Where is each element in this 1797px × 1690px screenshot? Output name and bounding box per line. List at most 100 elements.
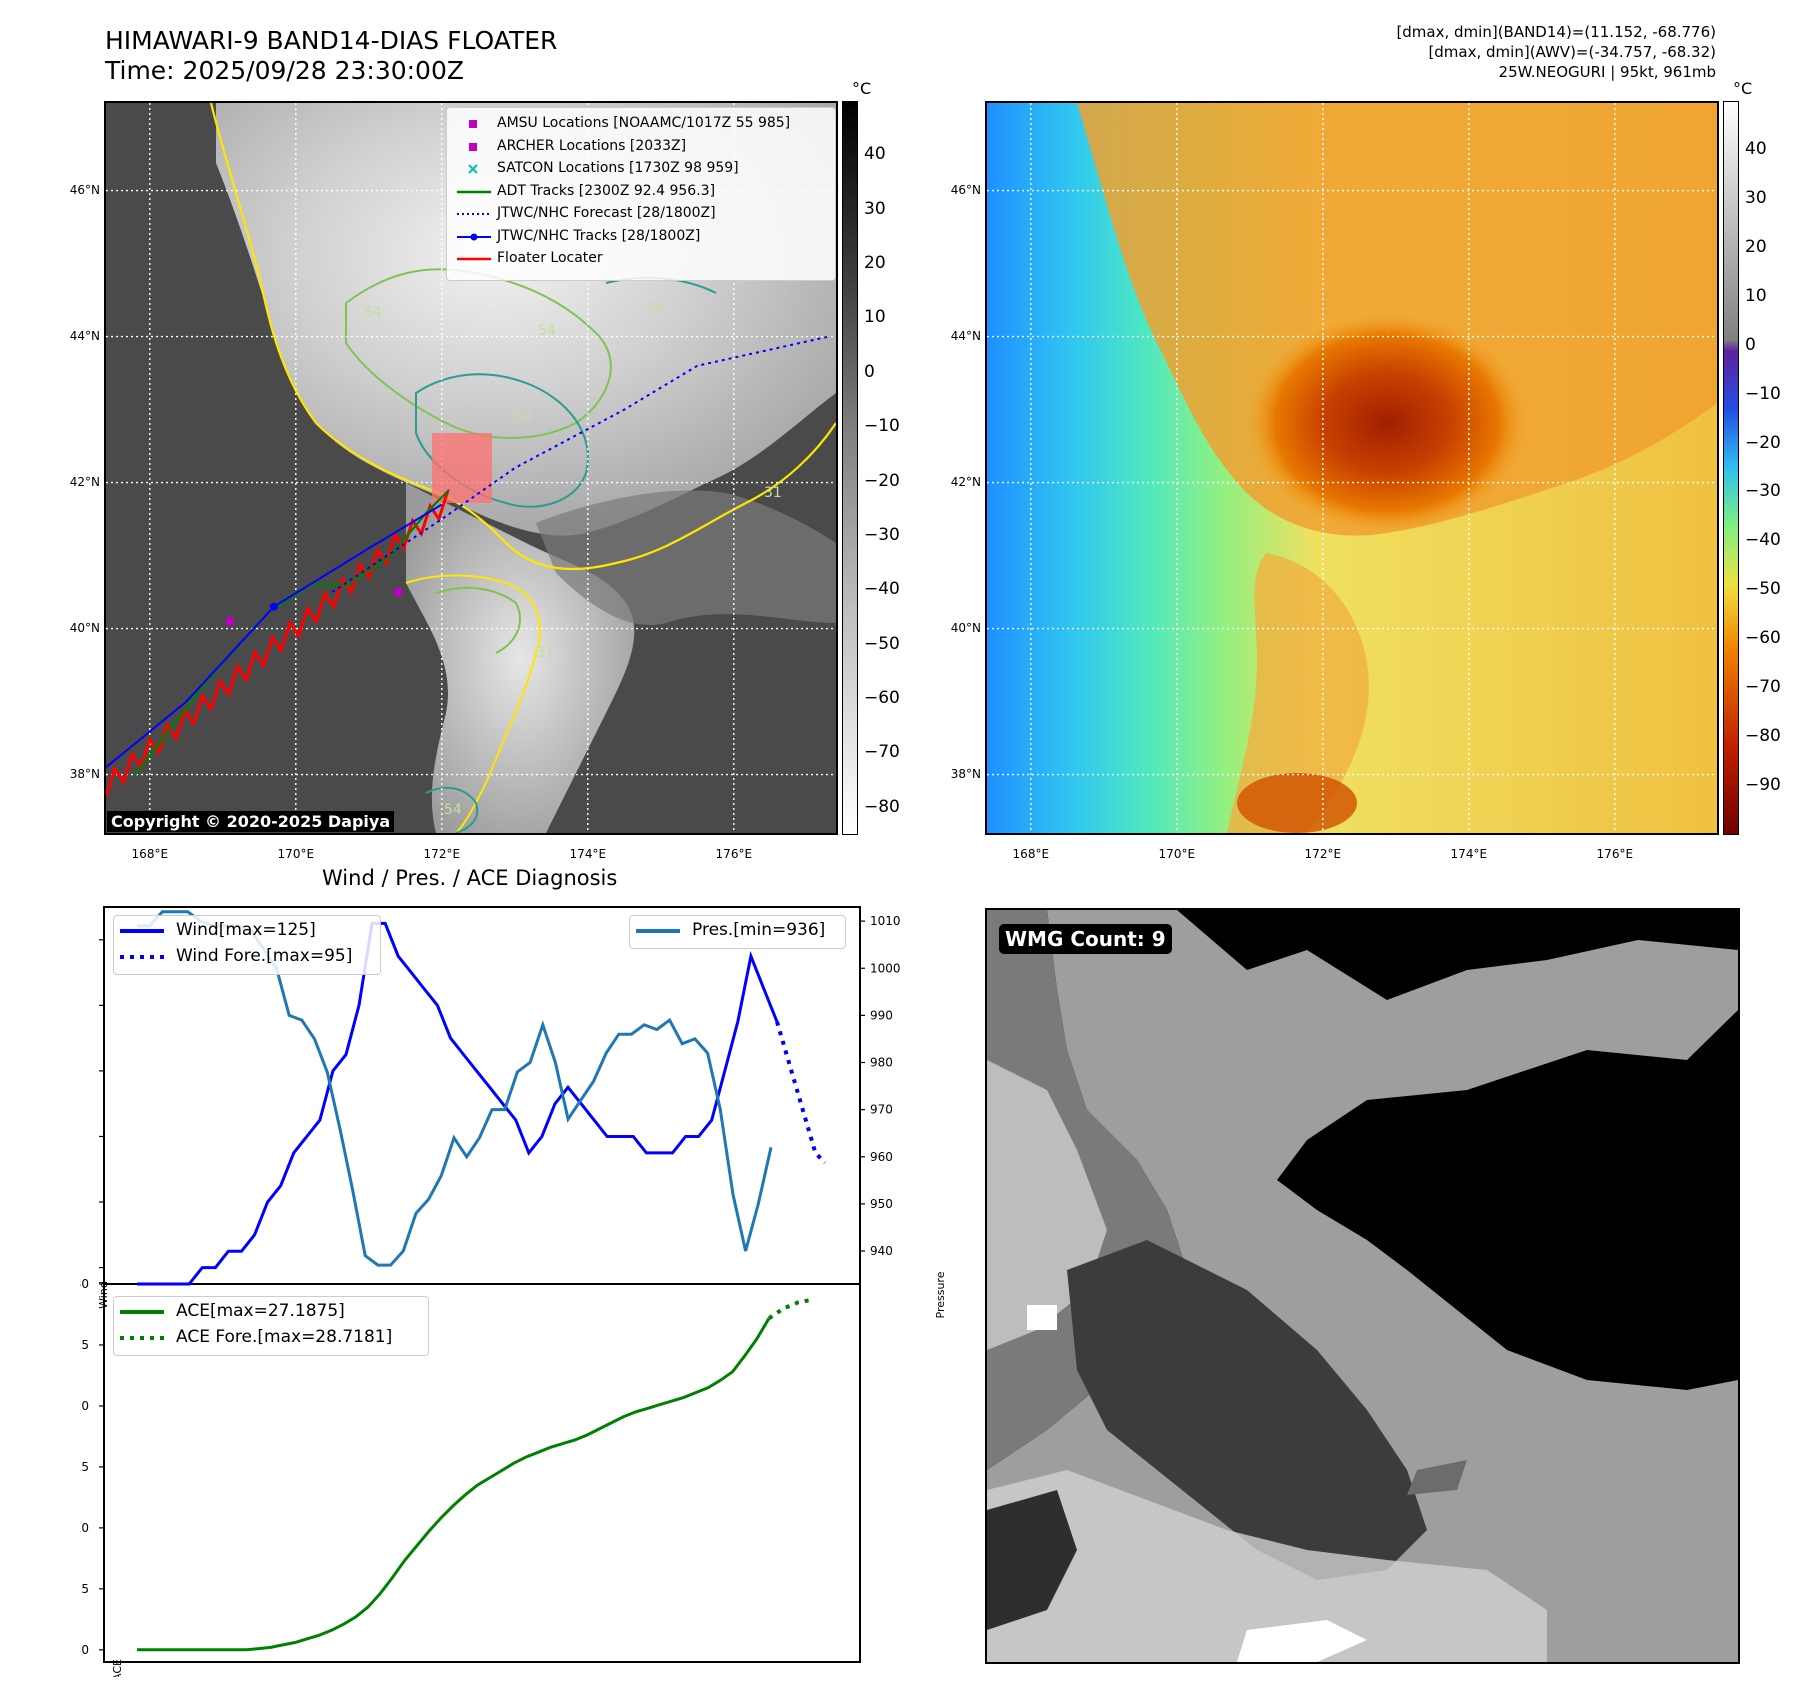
ace-tick-label: 0 — [81, 1643, 89, 1657]
wind-axis-ticks: 20406080100120 — [99, 939, 104, 1269]
wmg-dark-center — [1067, 1240, 1427, 1580]
lat-tick-label: 42°N — [950, 474, 981, 489]
ace-legend-label: ACE[max=27.1875] — [176, 1301, 345, 1321]
wind-legend: Wind[max=125] Wind Fore.[max=95] — [113, 915, 381, 975]
wmg-bright-patch — [1027, 1305, 1057, 1330]
ir-colorbar-unit: °C — [852, 79, 872, 98]
colorbar-tick-label: −90 — [1745, 775, 1781, 796]
colorbar-tick-label: 30 — [1745, 187, 1767, 208]
ir-cloud-band — [536, 490, 836, 625]
ace-forecast-series — [767, 1297, 814, 1320]
colorbar-tick-label: 0 — [864, 361, 875, 382]
colorbar-tick-label: −70 — [1745, 677, 1781, 698]
pressure-legend: Pres.[min=936] — [629, 915, 846, 949]
ace-legend: ACE[max=27.1875] ACE Fore.[max=28.7181] — [113, 1296, 429, 1356]
lat-tick-label: 46°N — [950, 182, 981, 197]
colorbar-tick-label: −80 — [1745, 726, 1781, 747]
ir-legend-row: ARCHER Locations [2033Z] — [447, 137, 833, 159]
contour-label: 31 — [764, 485, 782, 501]
lat-tick-label: 38°N — [950, 766, 981, 781]
info-awv-range: [dmax, dmin](AWV)=(-34.757, -68.32) — [1428, 43, 1716, 61]
colorbar-tick-label: −50 — [1745, 579, 1781, 600]
lon-tick-label: 168°E — [131, 847, 169, 861]
ir-legend-label: ARCHER Locations [2033Z] — [497, 137, 687, 154]
ir-contour-green-south — [435, 586, 521, 654]
colorbar-tick-label: 30 — [864, 198, 886, 219]
figure-time: Time: 2025/09/28 23:30:00Z — [105, 56, 464, 85]
lat-tick-label: 44°N — [950, 328, 981, 343]
wmg-small-dark — [1407, 1460, 1467, 1495]
lon-tick-label: 174°E — [569, 847, 607, 861]
lon-tick-label: 172°E — [423, 847, 461, 861]
contour-label: 54 — [514, 409, 532, 425]
jtwc-forecast — [331, 335, 829, 593]
copyright-label: Copyright © 2020-2025 Dapiya — [107, 811, 395, 832]
awv-map-panel — [985, 101, 1719, 835]
ir-legend-swatch — [457, 257, 491, 261]
lat-tick-label: 46°N — [69, 182, 100, 197]
lon-tick-label: 176°E — [715, 847, 753, 861]
ir-legend-label: Floater Locater — [497, 250, 603, 266]
pressure-tick-label: 970 — [870, 1103, 893, 1117]
info-band14-range: [dmax, dmin](BAND14)=(11.152, -68.776) — [1396, 23, 1716, 41]
lon-tick-label: 172°E — [1304, 847, 1342, 861]
ir-colorbar — [842, 101, 858, 835]
ace-fore-legend-swatch — [120, 1336, 164, 1340]
ir-legend: AMSU Locations [NOAAMC/1017Z 55 985] ARCH… — [446, 107, 836, 281]
awv-colorbar — [1723, 101, 1739, 835]
wmg-panel: WMG Count: 9 — [985, 908, 1740, 1664]
colorbar-tick-label: 10 — [864, 307, 886, 328]
ir-contour-yellow — [209, 103, 836, 571]
series-layer — [137, 910, 827, 1652]
colorbar-tick-label: −20 — [864, 470, 900, 491]
pressure-tick-label: 950 — [870, 1197, 893, 1211]
pressure-axis-ticks: 940 950 960 970 980 990 1000 1010 — [860, 914, 901, 1258]
ace-tick-label: 15 — [80, 1460, 89, 1474]
ace-tick-label: 30 — [80, 1277, 89, 1291]
pressure-axis-label: Pressure — [934, 1271, 947, 1318]
ace-axes-frame — [103, 1283, 861, 1663]
pressure-legend-label: Pres.[min=936] — [692, 920, 826, 940]
ir-map-panel: 54 54 54 54 31 31 54 Copyright © 2020-2025 Dap… — [104, 101, 838, 835]
lat-tick-label: 40°N — [950, 620, 981, 635]
lon-tick-label: 176°E — [1596, 847, 1634, 861]
ir-tracks — [106, 335, 829, 797]
awv-core — [1247, 313, 1527, 533]
ir-legend-swatch — [457, 233, 491, 240]
pressure-tick-label: 960 — [870, 1150, 893, 1164]
ace-tick-label: 20 — [80, 1399, 89, 1413]
wmg-bright-south — [1237, 1620, 1367, 1662]
colorbar-tick-label: −10 — [864, 416, 900, 437]
wind-forecast-series — [775, 1021, 827, 1165]
wmg-count-label: WMG Count: 9 — [999, 924, 1172, 954]
ir-legend-label: JTWC/NHC Forecast [28/1800Z] — [497, 205, 716, 221]
lon-tick-label: 170°E — [1158, 847, 1196, 861]
wmg-light-south — [987, 1470, 1547, 1662]
ace-axis-label: ACE — [111, 1659, 124, 1677]
ir-legend-row: ADT Tracks [2300Z 92.4 956.3] — [447, 182, 833, 204]
amsu-location — [226, 617, 235, 626]
lat-tick-label: 44°N — [69, 328, 100, 343]
wind-legend-label: Wind[max=125] — [176, 920, 316, 940]
colorbar-tick-label: −50 — [864, 633, 900, 654]
lat-tick-label: 40°N — [69, 620, 100, 635]
colorbar-tick-label: −80 — [864, 796, 900, 817]
figure-title: HIMAWARI-9 BAND14-DIAS FLOATER — [105, 26, 558, 55]
wind-fore-legend-label: Wind Fore.[max=95] — [176, 946, 353, 966]
colorbar-tick-label: −40 — [864, 579, 900, 600]
ir-contour-labels: 54 54 54 54 31 31 54 — [364, 301, 782, 818]
colorbar-tick-label: 0 — [1745, 334, 1756, 355]
archer-location — [394, 588, 402, 597]
ir-legend-row: AMSU Locations [NOAAMC/1017Z 55 985] — [447, 114, 833, 136]
wind-legend-swatch — [120, 929, 164, 933]
colorbar-tick-label: 40 — [864, 144, 886, 165]
awv-core-south — [1237, 773, 1357, 833]
floater-box — [432, 433, 492, 503]
ir-contour-teal-south — [425, 786, 479, 833]
wmg-image — [987, 910, 1738, 1662]
pressure-tick-label: 940 — [870, 1244, 893, 1258]
awv-colorbar-unit: °C — [1733, 79, 1753, 98]
ace-series — [137, 1317, 771, 1652]
awv-warm-south — [1227, 553, 1369, 833]
ace-tick-label: 5 — [81, 1582, 89, 1596]
